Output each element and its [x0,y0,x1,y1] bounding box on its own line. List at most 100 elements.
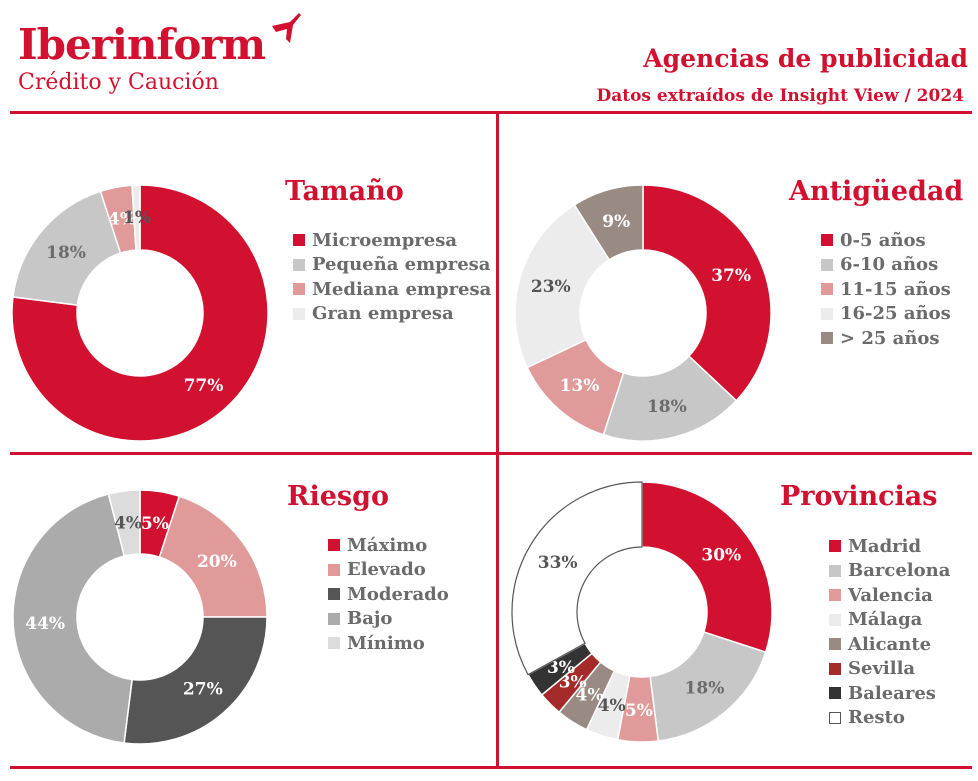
data-label-gran-empresa: 1% [123,208,151,228]
data-label-16-25-anos: 23% [531,277,571,297]
legend-swatch [328,563,340,576]
donut-chart-antiguedad: 37% 18% 13% 23% 9% [514,184,772,442]
data-label-madrid: 30% [701,545,741,565]
slice-microempresa [11,184,269,442]
data-label-minimo: 4% [114,514,142,534]
panel-tamano: 77% 18% 4% 1% Tamaño Microempresa Pequeña em… [0,114,496,452]
legend-label: Barcelona [848,560,951,582]
data-label-pequena-empresa: 18% [46,243,86,263]
legend-item-25-anos: > 25 años [821,326,951,351]
legend-item-gran-empresa: Gran empresa [293,302,491,327]
legend-swatch [829,687,841,700]
legend-item-16-25-anos: 16-25 años [821,302,951,327]
legend-swatch [328,539,340,552]
legend-swatch [821,332,833,345]
legend-label: 11-15 años [840,278,951,300]
slice-0-5-anos [642,184,772,402]
legend-swatch [293,283,305,296]
data-label-baleares: 3% [547,658,575,678]
slice-6-10-anos [602,355,738,442]
data-label-25-anos: 9% [602,212,630,232]
legend-swatch [328,588,340,601]
legend-label: Elevado [347,559,426,581]
data-label-6-10-anos: 18% [647,397,687,417]
middle-rule [10,452,972,455]
legend-swatch [829,613,841,626]
chart-legend: Madrid Barcelona Valencia Málaga Alicante Sev… [829,534,950,730]
slice-elevado [158,495,268,618]
legend-label: > 25 años [840,327,940,349]
legend-label: Moderado [347,583,449,605]
legend-item-11-15-anos: 11-15 años [821,277,951,302]
legend-label: 16-25 años [840,303,951,325]
chart-title: Antigüedad [789,176,964,207]
legend-label: Microempresa [312,229,458,251]
chart-legend: Máximo Elevado Moderado Bajo Mínimo [328,533,449,656]
slice-barcelona [649,631,767,742]
legend-swatch [821,258,833,271]
data-label-bajo: 44% [25,614,65,634]
legend-label: Alicante [848,633,932,655]
legend-item-mediana-empresa: Mediana empresa [293,277,491,302]
data-label-moderado: 27% [183,679,223,699]
legend-label: 0-5 años [840,229,926,251]
chart-legend: Microempresa Pequeña empresa Mediana empre… [293,228,491,326]
legend-swatch [829,589,841,602]
legend-label: Sevilla [848,658,916,680]
legend-item-minimo: Mínimo [328,631,449,656]
slice-25-anos [573,184,644,261]
legend-label: Gran empresa [312,303,454,325]
slice-pequena-empresa [12,190,122,306]
legend-swatch [328,612,340,625]
legend-swatch [829,662,841,675]
legend-label: Madrid [848,535,922,557]
donut-chart-tamano: 77% 18% 4%1% [11,184,269,442]
legend-swatch [829,711,841,724]
legend-swatch [829,564,841,577]
slice-resto [511,481,643,676]
legend-label: Baleares [848,682,936,704]
slice-minimo [107,489,141,557]
data-label-malaga: 4% [598,696,626,716]
legend-label: Resto [848,707,905,729]
data-label-11-15-anos: 13% [560,376,600,396]
data-label-resto: 33% [538,553,578,573]
data-label-microempresa: 77% [184,376,224,396]
chart-title: Provincias [780,481,938,512]
legend-swatch [293,258,305,271]
logo: Iberinform Crédito y Caución [18,13,301,96]
legend-swatch [293,307,305,320]
logo-name: Iberinform [18,20,266,69]
data-label-elevado: 20% [197,552,237,572]
panel-riesgo: 5% 20% 27% 44% 4% Riesgo Máximo Elevado Modera… [0,455,496,766]
center-divider [496,111,499,769]
data-label-0-5-anos: 37% [711,266,751,286]
legend-swatch [293,234,305,247]
legend-item-pequena-empresa: Pequeña empresa [293,253,491,278]
legend-item-elevado: Elevado [328,558,449,583]
logo-subtitle: Crédito y Caución [18,70,219,95]
legend-item-barcelona: Barcelona [829,559,950,584]
legend-item-microempresa: Microempresa [293,228,491,253]
donut-chart-provincias: 30%18%5%4%4%3%3%33% [511,481,773,743]
chart-title: Tamaño [285,176,404,207]
slice-bajo [12,493,133,744]
legend-item-baleares: Baleares [829,681,950,706]
legend-item-0-5-anos: 0-5 años [821,228,951,253]
data-label-sevilla: 3% [559,672,587,692]
page-subtitle: Datos extraídos de Insight View / 2024 [596,86,964,106]
chart-legend: 0-5 años 6-10 años 11-15 años 16-25 años > 2… [821,228,951,351]
legend-label: Mínimo [347,632,425,654]
panel-antiguedad: 37% 18% 13% 23% 9% Antigüedad 0-5 años 6-10 a… [499,114,978,452]
slice-gran-empresa [131,184,141,251]
legend-swatch [829,638,841,651]
legend-item-sevilla: Sevilla [829,657,950,682]
slice-16-25-anos [514,203,611,369]
panel-provincias: 30% 18% 5% 4% 4% 3% 3% 33% Provincias Madrid Bar… [499,455,978,766]
plane-icon [272,13,301,43]
legend-label: 6-10 años [840,254,939,276]
data-label-valencia: 5% [625,701,653,721]
legend-label: Bajo [347,608,393,630]
donut-chart-riesgo: 5% 20% 27% 44% 4% [12,489,268,745]
legend-item-maximo: Máximo [328,533,449,558]
